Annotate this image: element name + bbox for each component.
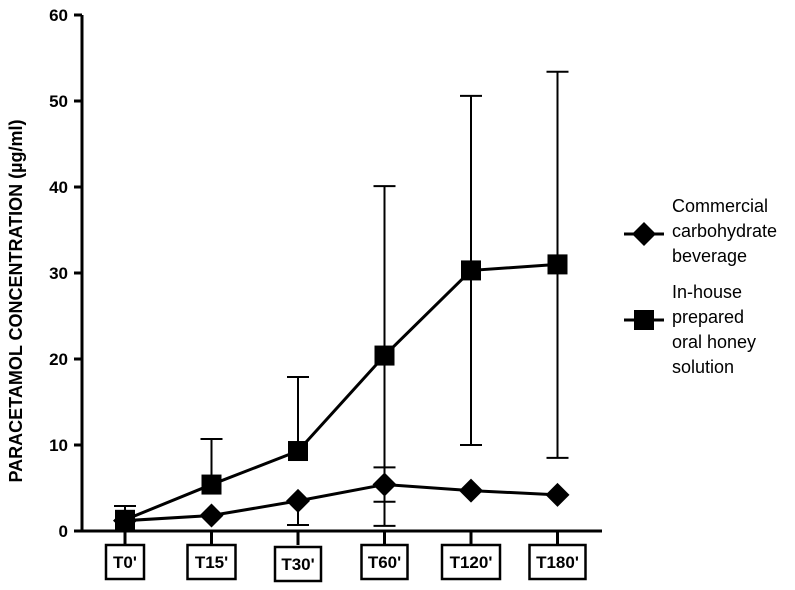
legend: Commercial carbohydrate beverage In-house pr… [624,196,777,377]
x-tick-label-4: T120' [450,553,493,572]
x-tick-label-5: T180' [536,553,579,572]
series-1-point-2 [288,441,308,462]
x-category-box-0 [104,543,146,581]
legend-label-1-line-2: oral honey [672,332,756,352]
series-layer [113,70,570,533]
y-axis: 0 10 20 30 40 50 60 [49,6,84,541]
series-0-line [124,483,558,523]
x-category-box-4 [440,543,502,581]
y-tick-label-1: 10 [49,436,68,455]
series-1 [114,70,569,530]
series-1-point-1 [201,474,222,495]
y-tick-label-4: 40 [49,178,68,197]
x-category-box-2 [273,545,323,583]
legend-label-0-line-0: Commercial [672,196,768,216]
legend-label-1-line-0: In-house [672,282,742,302]
legend-label-0-line-2: beverage [672,246,747,266]
y-tick-label-2: 20 [49,350,68,369]
y-tick-label-3: 30 [49,264,68,283]
y-tick-label-0: 0 [59,522,68,541]
series-0-point-5 [545,482,570,507]
x-category-box-5 [528,543,587,581]
x-tick-label-1: T15' [195,553,228,572]
series-0-point-2 [286,488,310,513]
x-category-box-1 [186,543,237,581]
y-tick-label-5: 50 [49,92,68,111]
legend-label-0-line-1: carbohydrate [672,221,777,241]
series-0-point-1 [199,503,224,528]
x-category-box-3 [360,543,409,581]
series-1-point-4 [461,260,481,281]
x-axis: T0' T15' T30' T60' T120' T180' [82,529,602,583]
series-0 [113,466,570,533]
legend-marker-1 [634,310,654,330]
series-1-point-0 [115,509,135,530]
series-1-point-5 [547,254,568,275]
legend-marker-0 [632,222,656,246]
series-1-line [124,262,558,522]
series-1-point-3 [374,345,395,366]
legend-label-1-line-1: prepared [672,307,744,327]
x-tick-label-3: T60' [368,553,401,572]
y-axis-title: PARACETAMOL CONCENTRATION (µg/ml) [6,119,26,482]
x-tick-label-0: T0' [113,553,137,572]
series-0-point-4 [459,478,483,503]
legend-label-1-line-3: solution [672,357,734,377]
y-tick-label-6: 60 [49,6,68,25]
x-tick-label-2: T30' [281,555,314,574]
